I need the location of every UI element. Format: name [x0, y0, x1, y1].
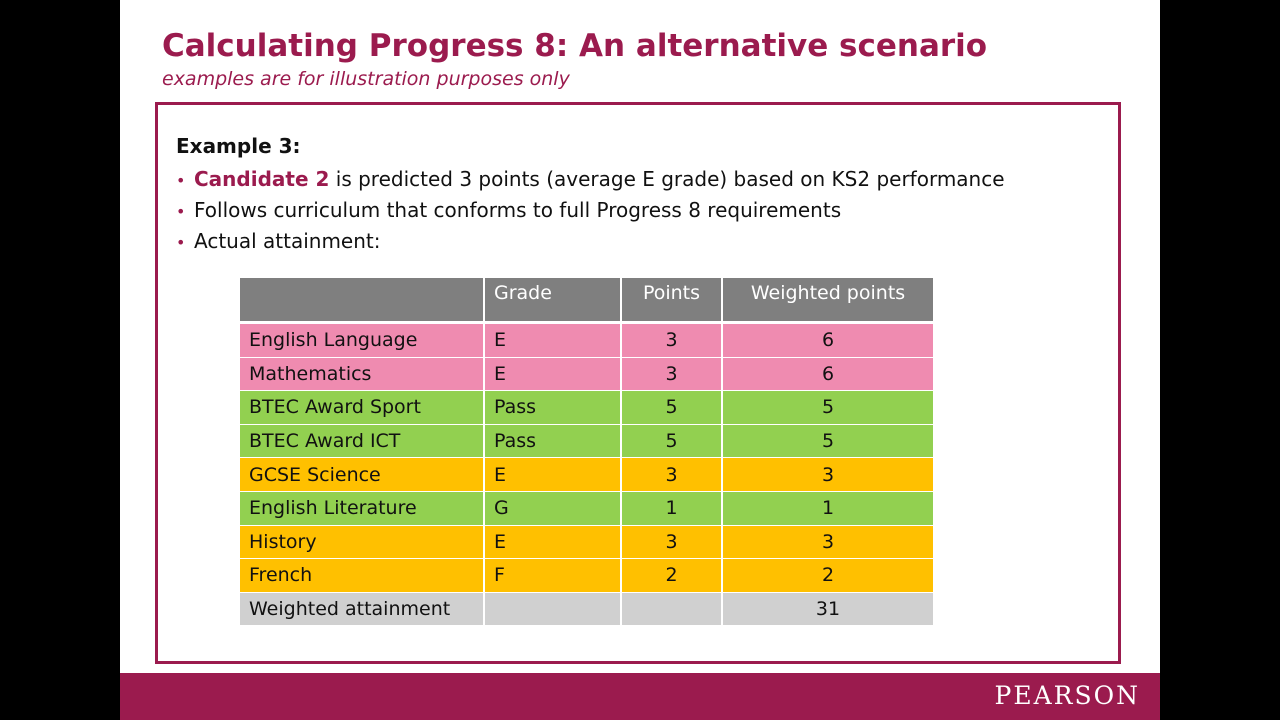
weighted-points-cell: 31 — [723, 592, 935, 627]
content-box: Example 3: • Candidate 2 is predicted 3 p… — [155, 102, 1121, 664]
subject-cell: BTEC Award Sport — [240, 391, 485, 425]
grade-cell: Pass — [485, 391, 622, 425]
example-heading: Example 3: — [176, 134, 301, 158]
table-header-row: Grade Points Weighted points — [240, 278, 935, 322]
bullet-icon: • — [176, 233, 186, 252]
table-row: English Literature G 1 1 — [240, 491, 935, 526]
subject-cell: History — [240, 525, 485, 560]
total-row: Weighted attainment 31 — [240, 592, 935, 627]
grade-cell: F — [485, 559, 622, 593]
candidate-name: Candidate 2 — [194, 167, 330, 191]
points-cell: 5 — [622, 424, 723, 459]
subject-cell: French — [240, 559, 485, 593]
weighted-points-cell: 6 — [723, 357, 935, 392]
grade-cell: G — [485, 491, 622, 526]
table-row: GCSE Science E 3 3 — [240, 458, 935, 492]
points-cell: 3 — [622, 324, 723, 358]
subject-cell: Mathematics — [240, 357, 485, 392]
weighted-points-cell: 5 — [723, 391, 935, 425]
weighted-points-cell: 1 — [723, 491, 935, 526]
table-row: History E 3 3 — [240, 525, 935, 560]
footer-bar: PEARSON — [120, 673, 1160, 720]
table-row: BTEC Award ICT Pass 5 5 — [240, 424, 935, 459]
attainment-table: Grade Points Weighted points English Lan… — [240, 278, 935, 627]
weighted-points-cell: 5 — [723, 424, 935, 459]
subject-cell: English Language — [240, 324, 485, 358]
bullet-icon: • — [176, 171, 186, 190]
header-grade: Grade — [485, 278, 622, 322]
points-cell: 5 — [622, 391, 723, 425]
bullet-text: Actual attainment: — [194, 229, 381, 253]
header-subject — [240, 278, 485, 322]
header-points: Points — [622, 278, 723, 322]
points-cell: 3 — [622, 525, 723, 560]
slide: Calculating Progress 8: An alternative s… — [120, 0, 1160, 720]
table-row: BTEC Award Sport Pass 5 5 — [240, 391, 935, 425]
bullet-icon: • — [176, 202, 186, 221]
weighted-points-cell: 3 — [723, 525, 935, 560]
points-cell: 1 — [622, 491, 723, 526]
subject-cell: English Literature — [240, 491, 485, 526]
slide-title: Calculating Progress 8: An alternative s… — [162, 28, 988, 64]
table-row: French F 2 2 — [240, 559, 935, 593]
header-weighted-points: Weighted points — [723, 278, 935, 322]
weighted-points-cell: 2 — [723, 559, 935, 593]
grade-cell: E — [485, 458, 622, 492]
bullet-list: • Candidate 2 is predicted 3 points (aver… — [176, 164, 1005, 257]
bullet-text: is predicted 3 points (average E grade) … — [329, 167, 1005, 191]
grade-cell — [485, 592, 622, 627]
pearson-logo: PEARSON — [994, 681, 1140, 710]
subject-cell: BTEC Award ICT — [240, 424, 485, 459]
bullet-text: Follows curriculum that conforms to full… — [194, 198, 842, 222]
points-cell: 3 — [622, 458, 723, 492]
weighted-points-cell: 3 — [723, 458, 935, 492]
points-cell — [622, 592, 723, 627]
weighted-points-cell: 6 — [723, 324, 935, 358]
grade-cell: E — [485, 525, 622, 560]
table-body: English Language E 3 6 Mathematics E 3 6 BTEC Aw… — [240, 322, 935, 627]
points-cell: 3 — [622, 357, 723, 392]
points-cell: 2 — [622, 559, 723, 593]
subject-cell: GCSE Science — [240, 458, 485, 492]
table-row: Mathematics E 3 6 — [240, 357, 935, 392]
grade-cell: Pass — [485, 424, 622, 459]
grade-cell: E — [485, 357, 622, 392]
bullet-item: • Candidate 2 is predicted 3 points (aver… — [176, 164, 1005, 195]
bullet-item: • Actual attainment: — [176, 226, 1005, 257]
table-row: English Language E 3 6 — [240, 324, 935, 358]
grade-cell: E — [485, 324, 622, 358]
table-spacer — [240, 322, 935, 324]
bullet-item: • Follows curriculum that conforms to ful… — [176, 195, 1005, 226]
subject-cell: Weighted attainment — [240, 592, 485, 627]
slide-subtitle: examples are for illustration purposes o… — [162, 68, 570, 90]
